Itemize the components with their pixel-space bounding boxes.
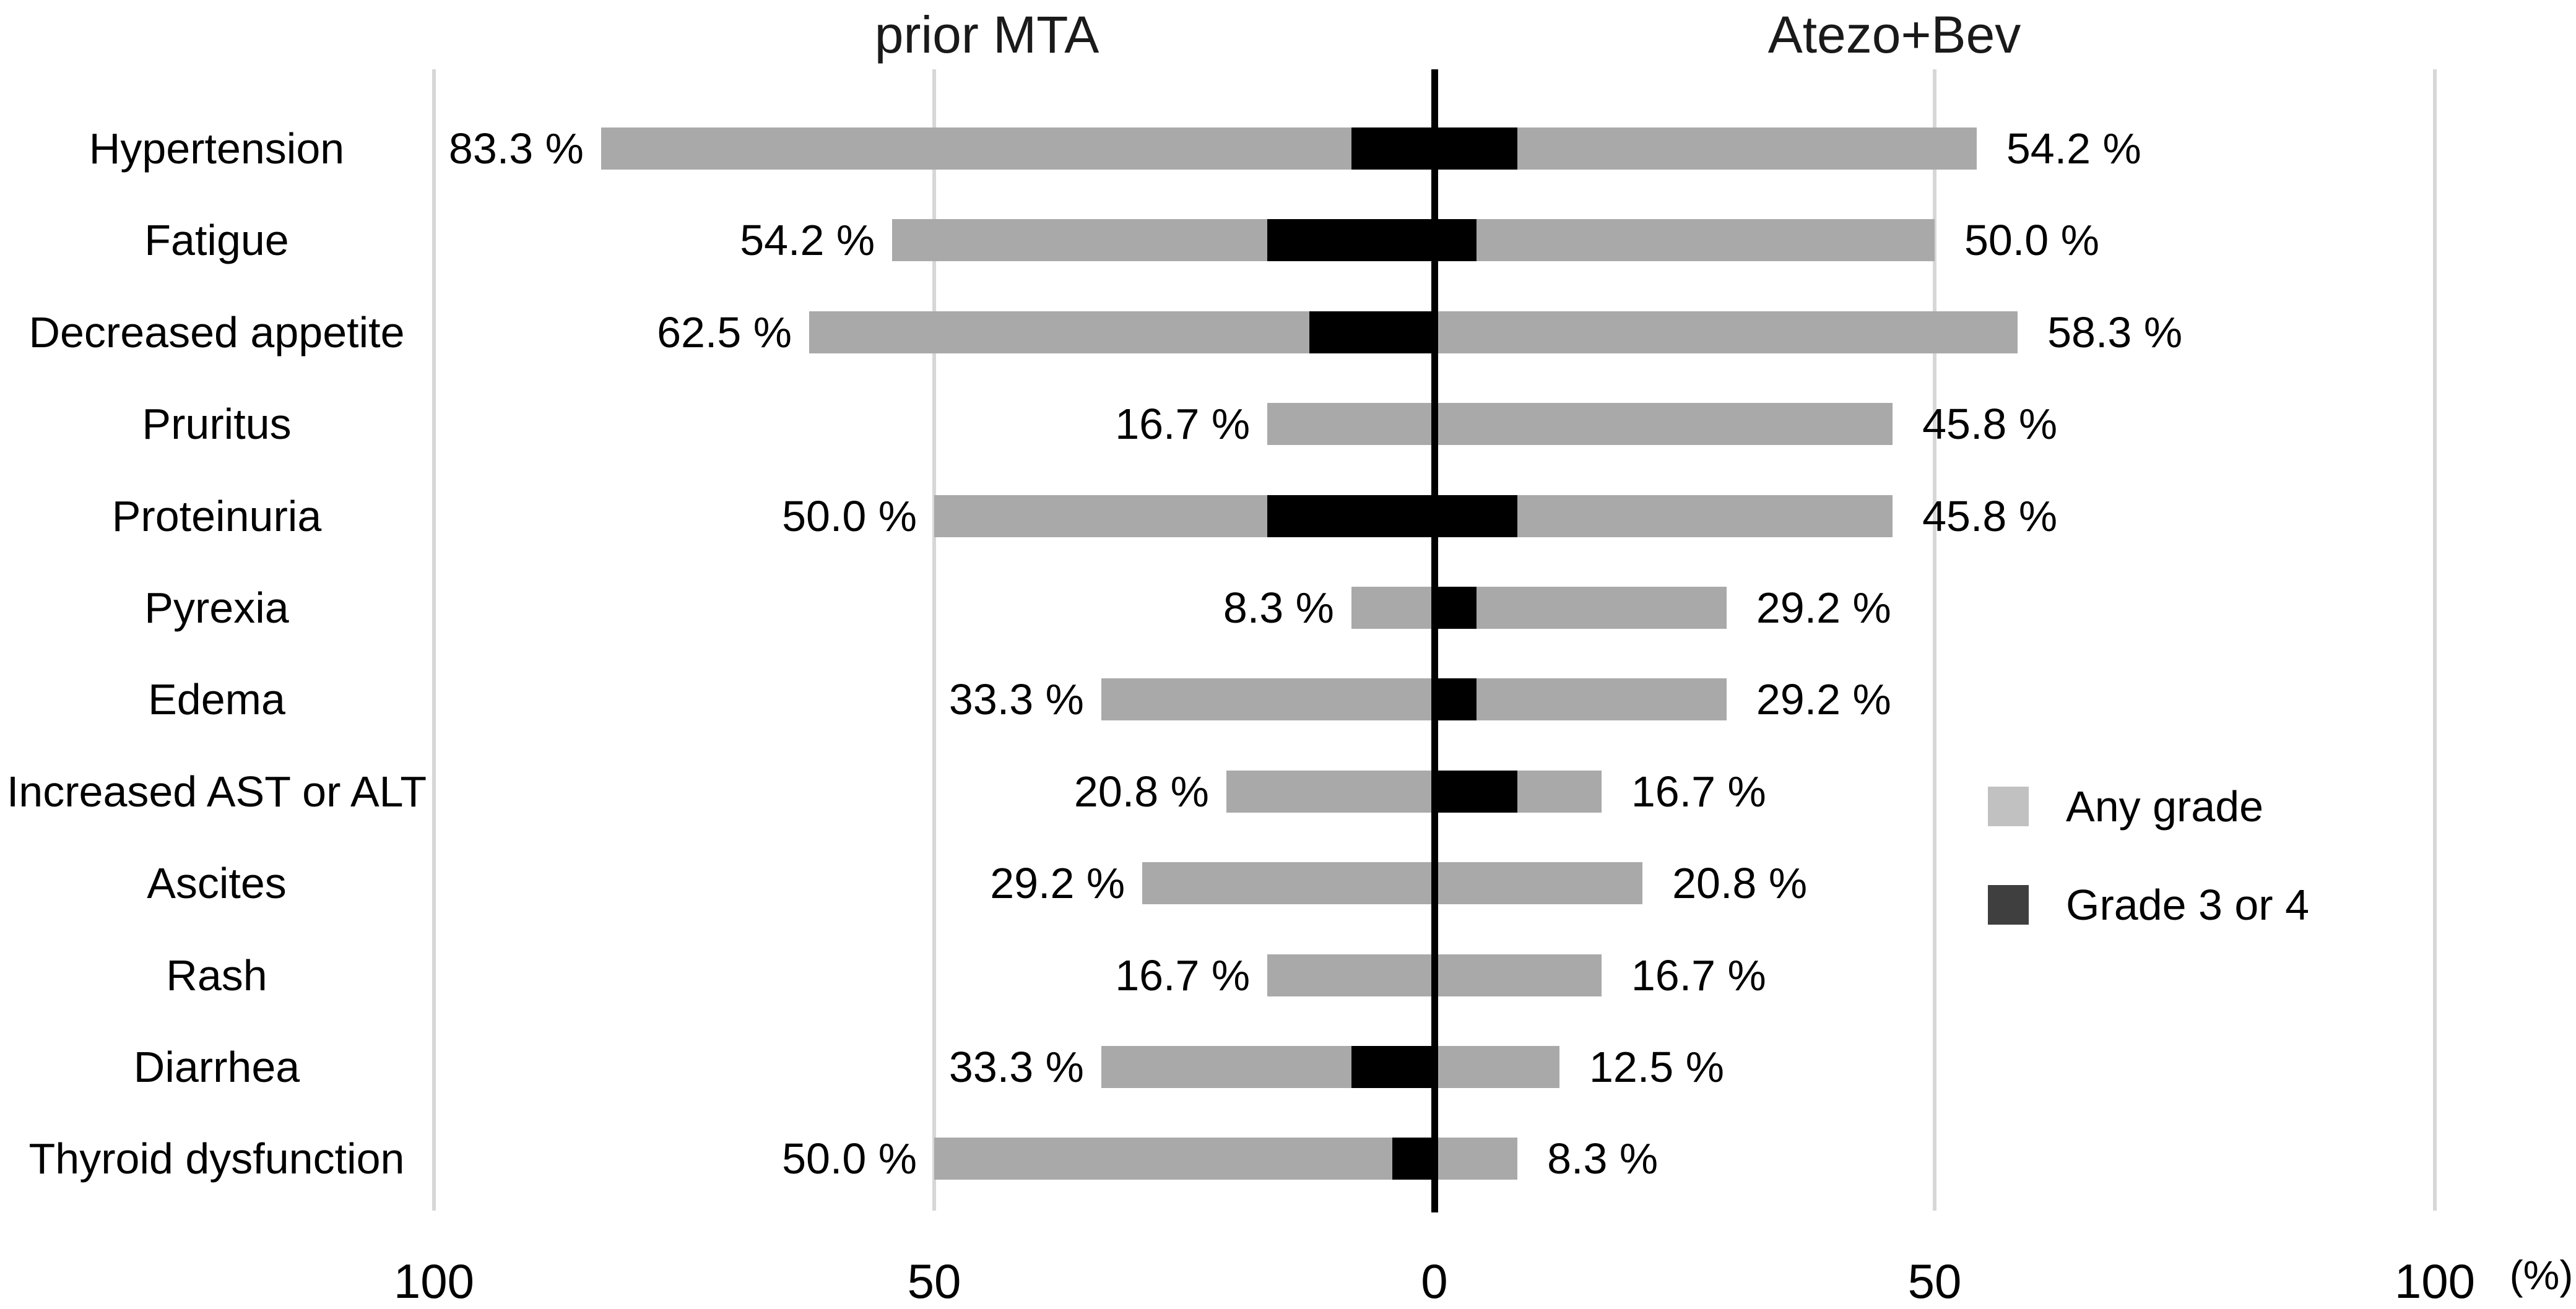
- value-label-left: 20.8 %: [1073, 767, 1209, 816]
- x-axis-unit-label: (%): [2509, 1252, 2574, 1298]
- legend-label-grade-3-4: Grade 3 or 4: [2066, 881, 2309, 929]
- value-label-right: 8.3 %: [1547, 1134, 1659, 1183]
- bar-any-grade-left: [601, 127, 1434, 170]
- value-label-right: 50.0 %: [1964, 216, 2099, 265]
- bar-any-grade-right: [1434, 403, 1893, 446]
- gridline-50: [932, 69, 936, 1211]
- gridline-100: [432, 69, 436, 1211]
- category-label: Ascites: [147, 859, 287, 908]
- legend-label-any-grade: Any grade: [2066, 782, 2264, 831]
- value-label-left: 8.3 %: [1223, 584, 1334, 632]
- x-axis-tick-label: 50: [1907, 1254, 1962, 1308]
- x-axis-tick-label: 0: [1421, 1254, 1448, 1308]
- bar-any-grade-left: [1267, 954, 1434, 996]
- value-label-left: 50.0 %: [782, 491, 917, 540]
- x-axis-tick-label: 50: [907, 1254, 961, 1308]
- bar-grade-3-4-left: [1309, 311, 1434, 353]
- bar-any-grade-left: [1267, 403, 1434, 446]
- bar-grade-3-4-right: [1434, 495, 1518, 537]
- bar-grade-3-4-left: [1267, 495, 1434, 537]
- value-label-left: 29.2 %: [990, 859, 1125, 908]
- bar-any-grade-right: [1434, 862, 1643, 905]
- category-label: Fatigue: [144, 216, 289, 265]
- gridline-50: [1933, 69, 1936, 1211]
- bar-any-grade-left: [1351, 587, 1434, 629]
- gridline-100: [2433, 69, 2437, 1211]
- bar-grade-3-4-left: [1351, 127, 1434, 170]
- category-label: Edema: [148, 675, 285, 724]
- bar-grade-3-4-right: [1434, 127, 1518, 170]
- value-label-left: 33.3 %: [948, 675, 1084, 724]
- bar-any-grade-right: [1434, 1138, 1518, 1180]
- value-label-right: 58.3 %: [2047, 308, 2183, 356]
- category-label: Hypertension: [89, 124, 345, 173]
- category-label: Rash: [166, 951, 267, 1000]
- value-label-left: 62.5 %: [657, 308, 792, 356]
- bar-grade-3-4-right: [1434, 219, 1477, 262]
- bar-any-grade-right: [1434, 219, 1935, 262]
- bar-any-grade-right: [1434, 954, 1602, 996]
- x-axis-tick-label: 100: [2394, 1254, 2476, 1308]
- value-label-right: 45.8 %: [1922, 491, 2058, 540]
- bar-grade-3-4-left: [1267, 219, 1434, 262]
- value-label-right: 45.8 %: [1922, 400, 2058, 449]
- bar-grade-3-4-left: [1392, 1138, 1434, 1180]
- category-label: Proteinuria: [111, 491, 322, 540]
- category-label: Decreased appetite: [28, 308, 405, 356]
- bar-any-grade-left: [934, 1138, 1434, 1180]
- grade-3-4-swatch-icon: [1988, 885, 2029, 925]
- category-label: Diarrhea: [133, 1043, 300, 1091]
- value-label-right: 12.5 %: [1589, 1043, 1724, 1091]
- value-label-right: 29.2 %: [1756, 584, 1891, 632]
- legend-item-grade-3-4: Grade 3 or 4: [1988, 881, 2309, 929]
- bar-any-grade-right: [1434, 1046, 1559, 1088]
- left-group-title: prior MTA: [874, 6, 1099, 64]
- value-label-right: 16.7 %: [1631, 951, 1766, 1000]
- value-label-right: 29.2 %: [1756, 675, 1891, 724]
- bar-grade-3-4-left: [1351, 1046, 1434, 1088]
- category-label: Pyrexia: [144, 584, 289, 632]
- bar-any-grade-right: [1434, 311, 2018, 353]
- category-label: Increased AST or ALT: [6, 767, 427, 816]
- bar-any-grade-left: [1101, 678, 1434, 721]
- bar-any-grade-left: [1226, 770, 1434, 813]
- value-label-right: 54.2 %: [2006, 124, 2141, 173]
- value-label-left: 33.3 %: [948, 1043, 1084, 1091]
- category-label: Pruritus: [142, 400, 292, 449]
- legend-item-any-grade: Any grade: [1988, 782, 2264, 831]
- value-label-left: 83.3 %: [448, 124, 584, 173]
- value-label-left: 16.7 %: [1115, 951, 1251, 1000]
- category-label: Thyroid dysfunction: [28, 1134, 405, 1183]
- value-label-right: 20.8 %: [1672, 859, 1808, 908]
- bar-any-grade-right: [1434, 587, 1727, 629]
- value-label-left: 50.0 %: [782, 1134, 917, 1183]
- right-group-title: Atezo+Bev: [1767, 6, 2021, 64]
- any-grade-swatch-icon: [1988, 787, 2029, 826]
- bar-grade-3-4-right: [1434, 587, 1477, 629]
- bar-any-grade-right: [1434, 127, 1977, 170]
- zero-axis-line: [1431, 69, 1438, 1212]
- bar-grade-3-4-right: [1434, 770, 1518, 813]
- bar-any-grade-right: [1434, 678, 1727, 721]
- bar-any-grade-left: [1142, 862, 1434, 905]
- value-label-left: 54.2 %: [740, 216, 875, 265]
- bar-grade-3-4-right: [1434, 678, 1477, 721]
- value-label-right: 16.7 %: [1631, 767, 1766, 816]
- x-axis-tick-label: 100: [393, 1254, 475, 1308]
- value-label-left: 16.7 %: [1115, 400, 1251, 449]
